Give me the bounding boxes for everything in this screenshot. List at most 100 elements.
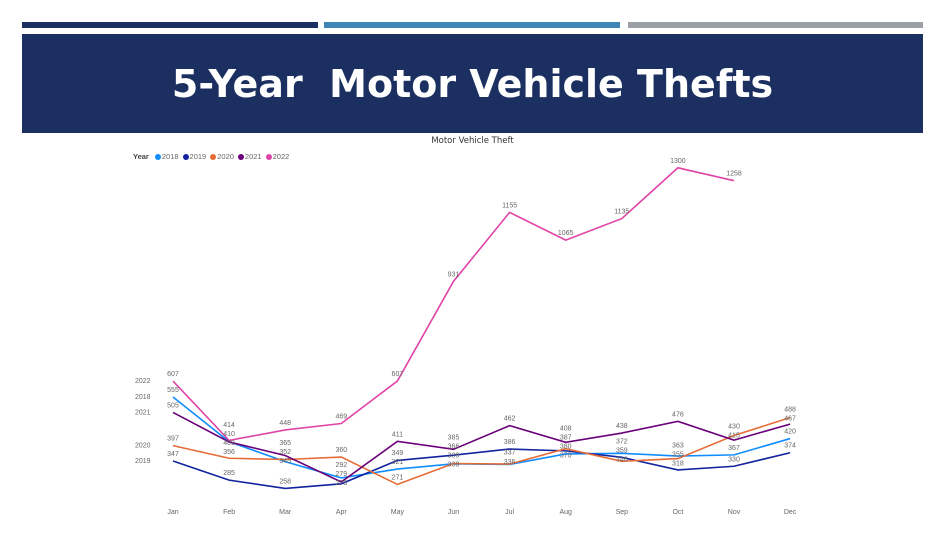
data-label: 1155	[502, 202, 517, 209]
x-tick-label: Oct	[672, 509, 683, 516]
data-label: 380	[560, 444, 572, 451]
data-label: 360	[335, 447, 347, 454]
accent-bar-blue	[324, 22, 620, 28]
data-label: 318	[672, 461, 684, 468]
data-label: 345	[279, 458, 291, 465]
legend-label: 2020	[217, 152, 234, 161]
x-tick-label: Nov	[728, 509, 741, 516]
data-label: 367	[728, 445, 740, 452]
data-label: 330	[728, 456, 740, 463]
series-end-label: 2020	[135, 443, 151, 450]
data-label: 271	[392, 474, 404, 481]
data-label: 607	[167, 371, 179, 378]
data-label: 410	[223, 431, 235, 438]
data-label: 347	[167, 451, 179, 458]
legend-dot-icon	[237, 154, 244, 161]
x-tick-label: Feb	[223, 509, 235, 516]
data-label: 430	[728, 423, 740, 430]
data-label: 346	[616, 456, 628, 463]
series-end-label: 2019	[135, 458, 151, 465]
data-label: 1300	[670, 158, 686, 165]
data-label: 363	[672, 443, 684, 450]
data-label: 365	[279, 440, 291, 447]
data-label: 469	[335, 414, 347, 421]
data-label: 415	[728, 432, 740, 439]
data-label: 555	[167, 387, 179, 394]
data-label: 411	[392, 431, 403, 438]
chart-legend: Year 2018 2019 2020 2021 2022	[133, 152, 289, 161]
data-label: 438	[616, 423, 628, 430]
legend-dot-icon	[265, 154, 272, 161]
data-label: 321	[392, 459, 404, 466]
x-tick-label: Dec	[784, 509, 797, 516]
data-label: 292	[335, 462, 347, 469]
accent-bar-gray	[628, 22, 923, 28]
data-label: 387	[560, 434, 572, 441]
data-label: 386	[504, 439, 516, 446]
data-label: 355	[672, 452, 684, 459]
series-line-2022	[172, 166, 735, 442]
data-label: 339	[448, 453, 460, 460]
legend-label: 2022	[272, 152, 290, 161]
legend-item-2021[interactable]: 2021	[237, 152, 262, 161]
page-title: 5-Year Motor Vehicle Thefts	[171, 61, 774, 106]
series-end-label: 2021	[135, 409, 151, 416]
data-label: 366	[448, 443, 460, 450]
data-label: 476	[672, 411, 684, 418]
data-label: 356	[223, 449, 235, 456]
legend-dot-icon	[182, 154, 189, 161]
legend-item-2019[interactable]: 2019	[182, 152, 207, 161]
series-end-label: 2022	[135, 378, 151, 385]
x-tick-label: Jul	[505, 509, 514, 516]
chart-title: Motor Vehicle Theft	[431, 136, 514, 146]
data-label: 337	[504, 450, 516, 457]
data-label: 467	[784, 415, 796, 422]
data-label: 285	[223, 470, 235, 477]
data-label: 374	[784, 443, 796, 450]
data-label: 931	[448, 271, 460, 278]
legend-dot-icon	[154, 154, 161, 161]
title-banner: 5-Year Motor Vehicle Thefts	[22, 34, 923, 133]
legend-item-2018[interactable]: 2018	[154, 152, 179, 161]
data-label: 1258	[726, 171, 742, 178]
series-end-label: 2018	[135, 394, 151, 401]
legend-dot-icon	[210, 154, 217, 161]
data-label: 370	[560, 453, 572, 460]
data-label: 338	[448, 462, 460, 469]
x-tick-label: Jun	[448, 509, 459, 516]
data-label: 414	[223, 422, 235, 429]
data-label: 336	[504, 459, 516, 466]
x-tick-label: Sep	[616, 509, 629, 516]
data-label: 607	[392, 371, 404, 378]
legend-title: Year	[133, 152, 149, 161]
x-tick-label: May	[391, 509, 405, 516]
legend-label: 2019	[189, 152, 207, 161]
data-label: 372	[616, 438, 628, 445]
data-label: 462	[504, 416, 516, 423]
data-label: 420	[784, 429, 796, 436]
data-label: 505	[167, 402, 179, 409]
data-label: 488	[784, 406, 796, 413]
data-label: 352	[279, 449, 291, 456]
series-line-2019	[172, 448, 791, 490]
accent-bar-navy	[22, 22, 318, 28]
data-label: 349	[392, 450, 404, 457]
data-label: 359	[616, 447, 628, 454]
x-tick-label: Aug	[559, 509, 572, 516]
legend-label: 2018	[161, 152, 179, 161]
x-tick-label: Apr	[336, 509, 348, 516]
data-label: 409	[223, 440, 235, 447]
data-label: 397	[167, 436, 179, 443]
x-tick-label: Jan	[167, 509, 178, 516]
data-label: 385	[448, 434, 460, 441]
series-line-2020	[172, 416, 791, 486]
legend-item-2020[interactable]: 2020	[210, 152, 234, 161]
data-label: 258	[279, 478, 291, 485]
data-label: 408	[560, 425, 572, 432]
data-label: 1135	[614, 209, 629, 216]
legend-item-2022[interactable]: 2022	[265, 152, 290, 161]
data-label: 448	[279, 420, 291, 427]
x-tick-label: Mar	[279, 509, 292, 516]
data-label: 279	[335, 471, 347, 478]
